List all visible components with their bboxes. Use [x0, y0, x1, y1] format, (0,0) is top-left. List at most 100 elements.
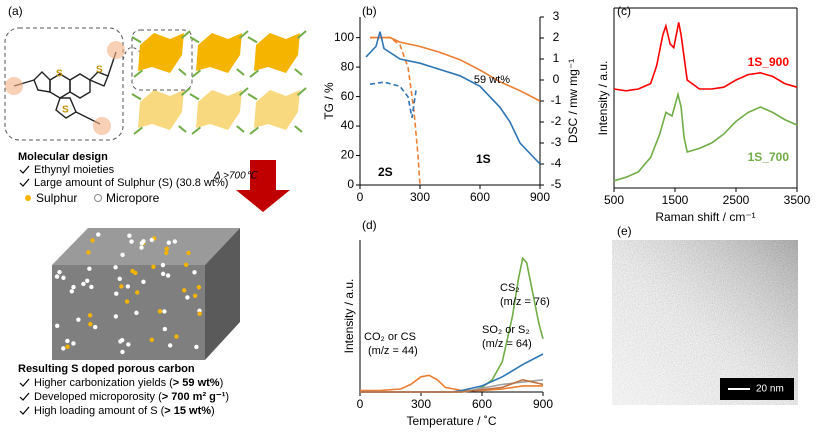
check — [19, 378, 30, 387]
ethynyl — [180, 87, 191, 96]
pore — [127, 233, 132, 238]
y2-tick-label: -2 — [551, 114, 562, 128]
x-tick-label: 300 — [411, 397, 431, 411]
pore — [54, 274, 60, 279]
result-end: ) — [211, 405, 215, 417]
pore — [165, 273, 171, 278]
pore — [192, 270, 197, 275]
pore — [160, 271, 166, 277]
y-tick-label: 100 — [334, 30, 354, 44]
pore — [96, 232, 101, 237]
pore — [192, 293, 198, 298]
pore — [166, 240, 171, 245]
pore — [197, 311, 202, 316]
y2-tick-label: -4 — [551, 156, 562, 170]
atom-label: S — [96, 65, 103, 76]
y2-tick-label: 3 — [553, 9, 560, 23]
y2-tick-label: 0 — [553, 72, 560, 86]
x-tick-label: 300 — [410, 190, 430, 204]
ethynyl — [296, 30, 307, 39]
ethynyl — [178, 125, 187, 133]
ethynyl — [131, 93, 142, 101]
ethynyl — [238, 87, 249, 96]
pore — [162, 326, 168, 332]
y-axis-label: TG / % — [322, 82, 336, 120]
pore — [149, 237, 155, 243]
ethynyl — [133, 126, 144, 135]
ethynyl — [294, 68, 303, 76]
pore — [87, 313, 93, 318]
ethynyl — [296, 87, 307, 96]
pore — [113, 314, 118, 319]
series-line — [365, 31, 541, 165]
x-tick-label: 3500 — [784, 193, 811, 207]
pore — [86, 250, 91, 255]
pore — [149, 337, 154, 343]
panel-label: (b) — [362, 4, 377, 18]
legend-label: Sulphur — [36, 191, 77, 205]
connector — [122, 47, 141, 61]
series-line — [370, 36, 421, 186]
pore — [139, 245, 144, 250]
x-axis-label: Temperature / ˚C — [406, 414, 496, 428]
result-title: Resulting S doped porous carbon — [18, 363, 195, 375]
y2-tick-label: -3 — [551, 135, 562, 149]
highlight — [5, 77, 23, 95]
x-tick-label: 500 — [604, 193, 624, 207]
x-tick-label: 1500 — [662, 193, 689, 207]
y-axis-label: Intensity / a.u. — [342, 279, 356, 354]
design-item: Large amount of Sulphur (S) (30.8 wt%) — [34, 177, 228, 189]
atom-label: S — [56, 69, 63, 80]
design-item: Ethynyl moieties — [34, 164, 115, 176]
condition: Δ >700℃ — [213, 171, 259, 182]
ethynyl — [247, 93, 258, 101]
pore — [185, 295, 190, 300]
pore — [160, 262, 166, 268]
pore — [71, 284, 76, 290]
unit-box — [131, 29, 193, 91]
pore — [186, 250, 191, 256]
annotation: (m/z = 64) — [482, 338, 532, 350]
pore — [114, 291, 119, 296]
pore — [174, 334, 179, 339]
annotation: SO₂ or S₂ — [482, 324, 530, 336]
pore — [118, 339, 123, 344]
pore — [151, 264, 156, 270]
y-tick-label: 20 — [341, 148, 355, 162]
pore — [196, 285, 202, 290]
sheet — [196, 33, 242, 73]
ethynyl — [238, 30, 249, 39]
ethynyl — [178, 68, 187, 76]
panel-label: (e) — [617, 224, 632, 238]
pore — [167, 343, 173, 348]
series-label: 1S_900 — [748, 55, 790, 69]
y-tick-label: 40 — [341, 118, 355, 132]
ethynyl — [191, 69, 202, 78]
annotation: 59 wt% — [474, 74, 510, 86]
pore — [117, 276, 122, 281]
pore — [113, 265, 118, 270]
tem-shade — [612, 240, 798, 405]
result-end: ) — [220, 377, 224, 389]
pores — [54, 232, 202, 355]
result-bold: > 59 wt% — [173, 377, 220, 389]
panel-label: (c) — [617, 4, 631, 18]
pore — [76, 317, 81, 322]
ethynyl — [131, 36, 142, 44]
pore — [93, 324, 98, 330]
pore — [125, 284, 131, 289]
pore — [164, 246, 169, 252]
pore — [162, 309, 167, 314]
ethynyl — [189, 36, 200, 44]
result-text: High loading amount of S ( — [34, 405, 165, 417]
network — [131, 30, 307, 135]
sheet — [254, 90, 300, 130]
series-line — [613, 91, 798, 182]
molecule-box — [4, 27, 124, 141]
check — [19, 392, 30, 401]
pore — [88, 321, 93, 327]
highlight — [93, 117, 111, 135]
ethynyl — [191, 126, 202, 135]
pore — [61, 275, 66, 280]
x-axis-label: Raman shift / cm⁻¹ — [655, 210, 755, 224]
